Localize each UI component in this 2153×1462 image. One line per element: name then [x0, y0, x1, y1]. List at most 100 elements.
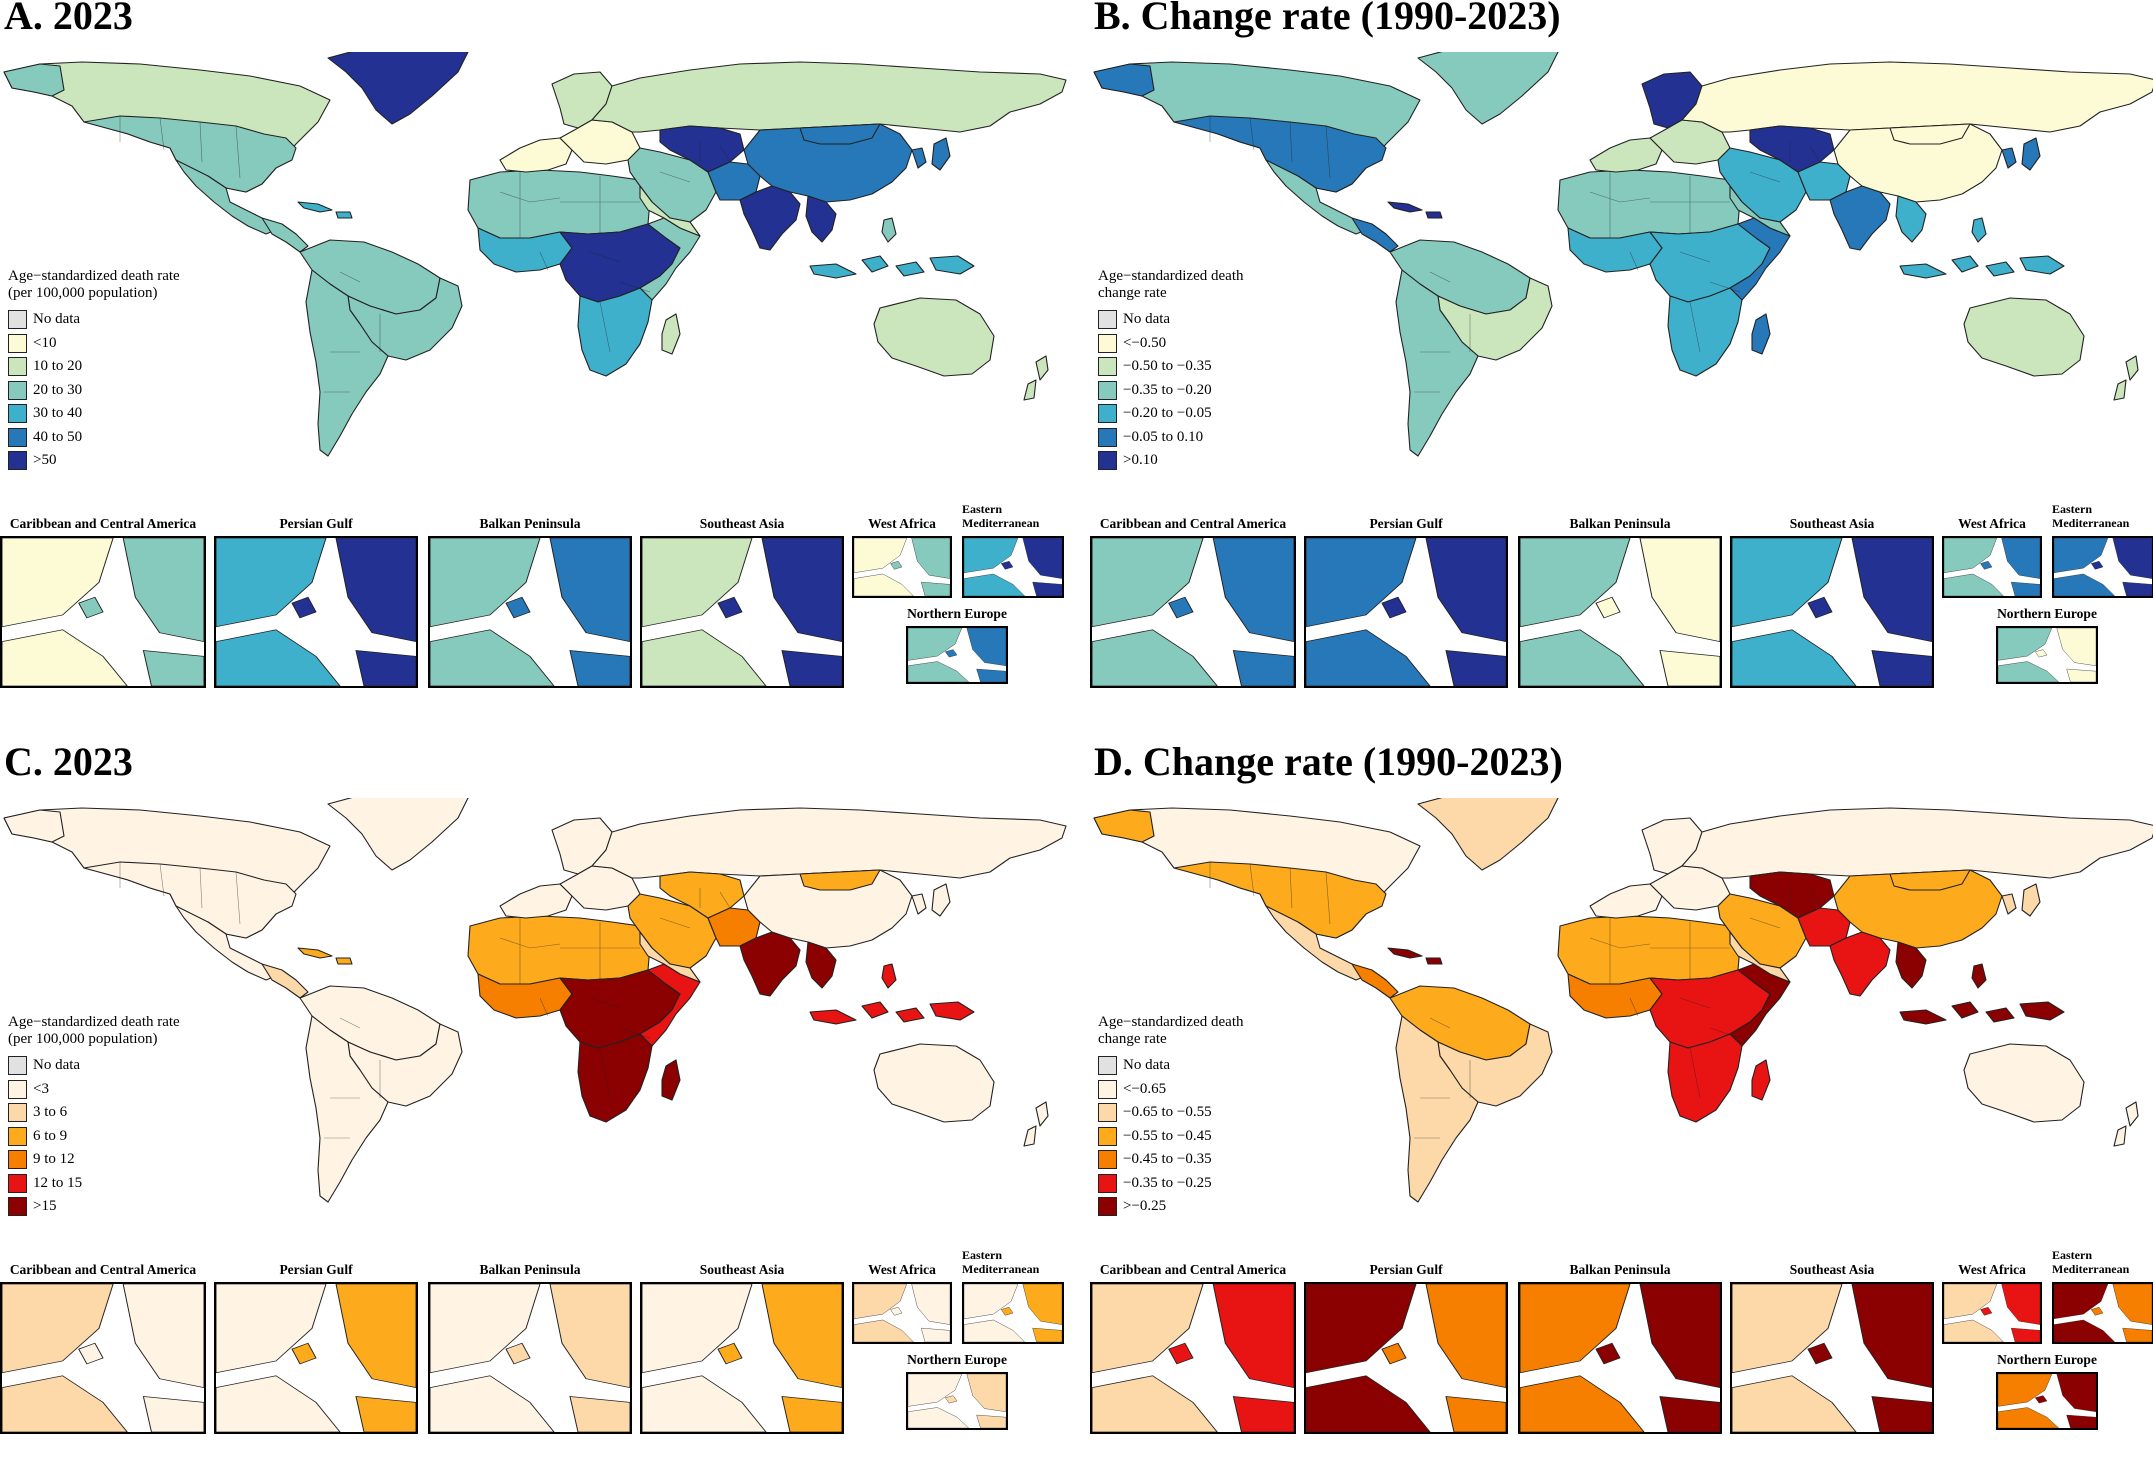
caribbean	[1387, 201, 1443, 219]
russia	[591, 807, 1067, 879]
korea-japan	[2001, 883, 2041, 917]
inset-frame	[1304, 536, 1508, 688]
inset-map: Caribbean and Central America	[1090, 516, 1296, 688]
inset-shapes	[1732, 1284, 1932, 1432]
inset-label: Southeast Asia	[1789, 1262, 1875, 1277]
usa	[83, 861, 297, 939]
legend-label: −0.50 to −0.35	[1123, 358, 1212, 375]
madagascar	[1751, 1059, 1771, 1101]
inset-label: Northern Europe	[1997, 606, 2097, 621]
africa-north	[1557, 915, 1741, 985]
alaska	[3, 809, 65, 843]
inset-shapes	[1520, 538, 1720, 686]
legend: Age−standardized death rate (per 100,000…	[8, 268, 180, 473]
legend-swatch	[8, 1056, 27, 1076]
southeast-asia	[805, 195, 837, 243]
legend-label: >15	[33, 1198, 57, 1215]
inset-shapes	[1732, 538, 1932, 686]
legend-swatch	[8, 451, 27, 471]
inset-frame	[906, 1372, 1008, 1430]
legend-item: >50	[8, 449, 180, 473]
inset-frame	[1304, 1282, 1508, 1434]
europe-west	[1589, 883, 1663, 919]
inset-map: Balkan Peninsula	[428, 516, 632, 688]
legend-item: −0.50 to −0.35	[1098, 355, 1243, 379]
australia	[873, 297, 995, 377]
australia	[873, 1043, 995, 1123]
arabia	[1729, 185, 1791, 237]
panel-title: C. 2023	[4, 739, 133, 784]
inset-label: Caribbean and Central America	[9, 1262, 197, 1277]
korea-japan	[911, 137, 951, 171]
inset-map: Balkan Peninsula	[1518, 516, 1722, 688]
inset-frame	[1942, 536, 2042, 598]
inset-shapes	[642, 1284, 842, 1432]
inset-map: Persian Gulf	[1304, 516, 1508, 688]
inset-shapes	[964, 1284, 1062, 1342]
legend-items: No data <10 10 to 20 20 to 30 30 to 40 40 to …	[8, 308, 180, 473]
inset-frame	[962, 1282, 1064, 1344]
africa-north	[467, 169, 651, 239]
legend-label: >0.10	[1123, 452, 1158, 469]
caribbean	[1387, 947, 1443, 965]
legend-label: 9 to 12	[33, 1151, 75, 1168]
europe-west	[1589, 137, 1663, 173]
inset-frame	[906, 626, 1008, 684]
central-america	[1351, 217, 1399, 253]
inset-map: Eastern Mediterranean	[2052, 502, 2153, 598]
inset-label: West Africa	[1958, 1262, 2026, 1277]
korea-japan	[911, 883, 951, 917]
philippines	[881, 963, 897, 989]
inset-label: Persian Gulf	[279, 516, 353, 531]
southeast-asia	[1895, 195, 1927, 243]
inset-frame	[1518, 536, 1722, 688]
legend-title-line1: Age−standardized death	[1098, 268, 1244, 284]
legend-items: No data <−0.65 −0.65 to −0.55 −0.55 to −0.4…	[1098, 1054, 1243, 1219]
greenland	[1417, 52, 1559, 125]
inset-frame	[1996, 1372, 2098, 1430]
legend-label: 20 to 30	[33, 381, 83, 398]
inset-shapes	[1520, 1284, 1720, 1432]
indonesia	[1899, 255, 2065, 279]
inset-label: Eastern Mediterranean	[2052, 1248, 2130, 1276]
indonesia	[809, 255, 975, 279]
greenland	[327, 798, 469, 871]
legend-title-line2: change rate	[1098, 285, 1167, 301]
legend-title-line1: Age−standardized death	[1098, 1014, 1244, 1030]
inset-frame	[1730, 536, 1934, 688]
new-zealand	[2113, 355, 2139, 401]
inset-shapes	[908, 628, 1006, 682]
central-america	[261, 217, 309, 253]
europe-west	[499, 883, 573, 919]
world-map	[3, 52, 1067, 457]
inset-map: Balkan Peninsula	[428, 1262, 632, 1434]
mongolia	[799, 869, 881, 891]
alaska	[1093, 63, 1155, 97]
legend-title-line1: Age−standardized death rate	[8, 268, 180, 284]
legend-label: <−0.65	[1123, 1080, 1167, 1097]
inset-label: Southeast Asia	[699, 1262, 785, 1277]
legend-swatch	[1098, 1056, 1117, 1076]
legend: Age−standardized death change rate No da…	[1098, 268, 1243, 473]
inset-frame	[2052, 1282, 2153, 1344]
inset-frame	[1090, 536, 1296, 688]
inset-shapes	[1306, 1284, 1506, 1432]
greenland	[1417, 798, 1559, 871]
legend-item: 9 to 12	[8, 1148, 180, 1172]
inset-label: West Africa	[868, 516, 936, 531]
inset-map: Persian Gulf	[214, 516, 418, 688]
map-panel-a: A. 2023	[0, 0, 1076, 716]
legend-item: −0.35 to −0.20	[1098, 379, 1243, 403]
africa-central	[1649, 969, 1771, 1049]
inset-label: Northern Europe	[907, 1352, 1007, 1367]
legend-title-line2: change rate	[1098, 1031, 1167, 1047]
indonesia	[1899, 1001, 2065, 1025]
legend-label: <−0.50	[1123, 334, 1167, 351]
india	[1829, 931, 1891, 997]
legend-label: >−0.25	[1123, 1198, 1167, 1215]
inset-frame	[428, 536, 632, 688]
inset-label: Balkan Peninsula	[479, 1262, 581, 1277]
inset-shapes	[1306, 538, 1506, 686]
map-panel-b: B. Change rate (1990-2023)	[1090, 0, 2153, 716]
philippines	[1971, 217, 1987, 243]
